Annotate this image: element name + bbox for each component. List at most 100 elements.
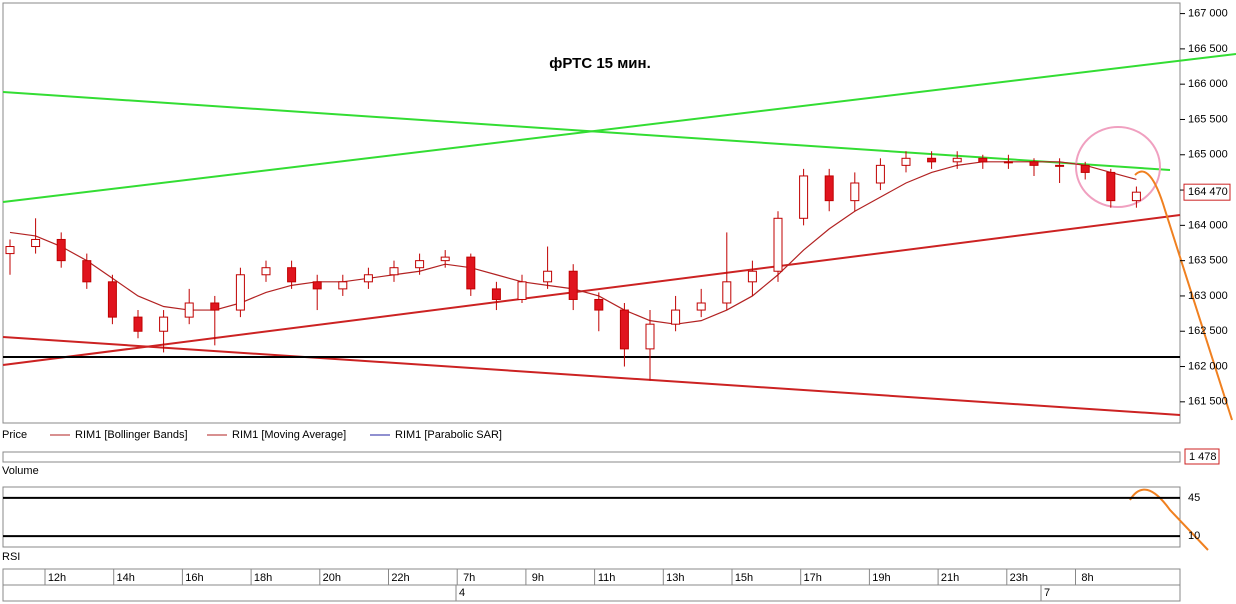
date-label: 4 [459, 587, 465, 599]
time-label: 22h [391, 572, 409, 584]
time-label: 18h [254, 572, 272, 584]
time-label: 23h [1010, 572, 1028, 584]
candle-body [773, 217, 783, 272]
candle-body [415, 260, 425, 269]
legend-item: RIM1 [Moving Average] [232, 429, 346, 441]
time-label: 11h [598, 572, 616, 584]
candle-body [287, 267, 297, 283]
y-tick-label: 166 000 [1188, 78, 1228, 90]
chart-title: фРТС 15 мин. [549, 55, 651, 72]
date-label: 7 [1044, 587, 1050, 599]
candle-body [338, 281, 348, 290]
last-price-label: 164 470 [1188, 186, 1228, 198]
candle-body [850, 182, 860, 202]
y-tick-label: 163 500 [1188, 255, 1228, 267]
candle-body [363, 274, 373, 283]
y-tick-label: 163 000 [1188, 290, 1228, 302]
y-tick-label: 166 500 [1188, 43, 1228, 55]
date-axis [2, 584, 1181, 602]
candle-body [901, 157, 911, 166]
candle-body [952, 157, 962, 163]
candle-body [466, 256, 476, 290]
time-label: 8h [1081, 572, 1093, 584]
candle-body [184, 302, 194, 318]
price-panel [2, 2, 1181, 424]
y-tick-label: 162 000 [1188, 360, 1228, 372]
time-label: 16h [185, 572, 203, 584]
candle-body [1131, 191, 1141, 202]
panel-label: RSI [2, 551, 20, 563]
time-label: 19h [872, 572, 890, 584]
time-label: 12h [48, 572, 66, 584]
candle-body [389, 267, 399, 276]
candle-body [107, 281, 117, 318]
candle-body [5, 246, 15, 255]
volume-last: 1 478 [1189, 451, 1217, 463]
candle-body [747, 270, 757, 283]
candle-body [671, 309, 681, 325]
time-label: 15h [735, 572, 753, 584]
candle-body [56, 238, 66, 262]
time-label: 9h [532, 572, 544, 584]
candle-body [722, 281, 732, 304]
candle-body [568, 270, 578, 300]
legend-item: RIM1 [Parabolic SAR] [395, 429, 502, 441]
candle-body [1029, 161, 1039, 166]
candle-body [1106, 171, 1116, 202]
candle-body [799, 175, 809, 219]
candle-body [875, 164, 885, 184]
candle-body [159, 316, 169, 332]
candle-body [619, 309, 629, 350]
trend-line [2, 214, 1181, 366]
candle-body [235, 274, 245, 311]
candle-body [824, 175, 834, 202]
y-tick-label: 165 500 [1188, 113, 1228, 125]
candle-body [210, 302, 220, 311]
candle-body [978, 157, 988, 163]
candle-body [491, 288, 501, 300]
forecast-arrow [1129, 488, 1209, 551]
trend-line [2, 53, 1236, 203]
candle-body [82, 260, 92, 283]
time-label: 21h [941, 572, 959, 584]
legend-item: Price [2, 429, 27, 441]
legend-item: RIM1 [Bollinger Bands] [75, 429, 188, 441]
rsi-tick-label: 10 [1188, 530, 1200, 542]
candle-body [696, 302, 706, 311]
rsi-tick-label: 45 [1188, 492, 1200, 504]
candle-body [440, 256, 450, 262]
y-tick-label: 162 500 [1188, 325, 1228, 337]
candle-body [594, 298, 604, 311]
time-label: 7h [463, 572, 475, 584]
last-price-box [1183, 183, 1231, 201]
candle-body [927, 157, 937, 163]
candle-body [261, 267, 271, 276]
time-label: 17h [804, 572, 822, 584]
y-tick-label: 161 500 [1188, 396, 1228, 408]
y-tick-label: 167 000 [1188, 7, 1228, 19]
candle-body [31, 238, 41, 248]
candle-body [312, 281, 322, 290]
candle-body [1003, 161, 1013, 164]
candle-body [517, 281, 527, 300]
candle-body [1080, 164, 1090, 173]
candle-body [1055, 164, 1065, 167]
trend-line [2, 336, 1181, 416]
candle-body [645, 323, 655, 350]
time-label: 13h [666, 572, 684, 584]
y-tick-label: 164 000 [1188, 219, 1228, 231]
time-label: 14h [117, 572, 135, 584]
time-label: 20h [323, 572, 341, 584]
rsi-panel [2, 486, 1181, 548]
candle-body [133, 316, 143, 332]
time-axis [2, 568, 1181, 586]
panel-label: Volume [2, 465, 39, 477]
y-tick-label: 165 000 [1188, 149, 1228, 161]
highlight-circle [1075, 126, 1161, 208]
candle-body [543, 270, 553, 283]
forecast-arrow [1134, 170, 1233, 421]
volume-box [1184, 448, 1220, 465]
volume-panel [2, 451, 1181, 463]
